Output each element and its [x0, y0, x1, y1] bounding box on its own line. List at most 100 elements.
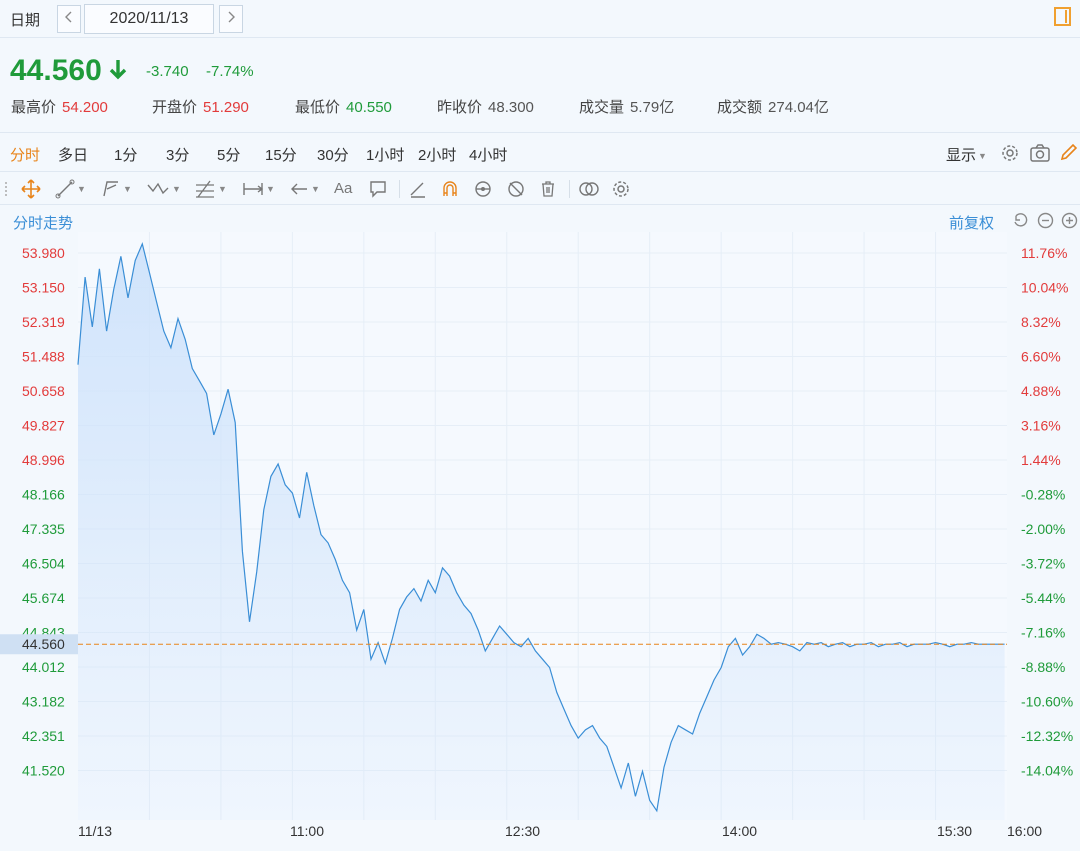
chart-title: 分时走势 — [13, 215, 74, 232]
pen-icon[interactable] — [408, 179, 428, 199]
y-tick-label-right: -10.60% — [1021, 694, 1073, 710]
y-tick-label-left: 53.150 — [22, 280, 65, 296]
price-area — [78, 243, 1005, 820]
down-arrow-icon — [108, 58, 128, 89]
next-date-button[interactable] — [219, 5, 243, 33]
drag-handle-icon[interactable] — [4, 181, 8, 197]
y-tick-label-right: -0.28% — [1021, 487, 1065, 503]
x-tick-label: 15:30 — [937, 823, 972, 839]
y-tick-label-left: 47.335 — [22, 521, 65, 537]
y-tick-label-right: -12.32% — [1021, 728, 1073, 744]
tab-intraday[interactable]: 分时 — [10, 147, 41, 164]
tab-30min[interactable]: 30分 — [317, 147, 349, 164]
y-tick-label-left: 52.319 — [22, 314, 65, 330]
zoom-out-icon[interactable] — [1037, 212, 1054, 229]
y-tick-label-left: 48.996 — [22, 452, 65, 468]
y-tick-label-left: 51.488 — [22, 349, 65, 365]
y-tick-label-right: -2.00% — [1021, 521, 1065, 537]
wave-tool-icon[interactable]: ▼ — [146, 179, 181, 199]
y-tick-label-right: 4.88% — [1021, 383, 1061, 399]
chevron-left-icon — [65, 11, 72, 23]
magnet-icon[interactable] — [440, 179, 460, 199]
y-tick-label-left: 48.166 — [22, 487, 65, 503]
y-tick-label-left: 46.504 — [22, 556, 65, 572]
y-tick-label-right: 10.04% — [1021, 280, 1068, 296]
y-tick-label-right: 6.60% — [1021, 349, 1061, 365]
y-tick-label-left: 45.674 — [22, 590, 65, 606]
price-change: -3.740 — [146, 63, 189, 80]
y-tick-label-right: -7.16% — [1021, 625, 1065, 641]
tab-1h[interactable]: 1小时 — [366, 147, 405, 164]
y-tick-label-right: -5.44% — [1021, 590, 1065, 606]
y-tick-label-right: 1.44% — [1021, 452, 1061, 468]
price-line — [77, 242, 1005, 813]
zoom-in-icon[interactable] — [1061, 212, 1078, 229]
date-label: 日期 — [10, 12, 41, 29]
stat-volume: 成交量 5.79亿 — [579, 99, 675, 116]
x-tick-label: 14:00 — [722, 823, 757, 839]
y-tick-label-left: 49.827 — [22, 418, 65, 434]
arrow-tool-icon[interactable]: ▼ — [289, 179, 320, 199]
x-tick-label: 16:00 — [1007, 823, 1042, 839]
settings-icon[interactable] — [1000, 143, 1020, 163]
line-tool-icon[interactable]: ▼ — [55, 179, 86, 199]
text-tool-icon[interactable]: Aa — [334, 180, 353, 197]
drawing-toolbar: ▼ ▼ ▼ ▼ ▼ ▼ Aa — [0, 173, 1080, 205]
link-icon[interactable] — [577, 179, 601, 199]
pencil-icon[interactable] — [1059, 142, 1079, 162]
tab-3min[interactable]: 3分 — [166, 147, 190, 164]
quote-stats: 最高价 54.200 开盘价 51.290 最低价 40.550 昨收价 48.300 … — [0, 96, 1080, 120]
tab-multiday[interactable]: 多日 — [58, 147, 89, 164]
tab-5min[interactable]: 5分 — [217, 147, 241, 164]
eye-icon[interactable] — [472, 179, 494, 199]
current-price-box — [0, 634, 78, 655]
channel-tool-icon[interactable]: ▼ — [101, 179, 132, 199]
stat-low: 最低价 40.550 — [295, 99, 392, 116]
y-tick-label-left: 53.980 — [22, 245, 65, 261]
trash-icon[interactable] — [538, 179, 558, 199]
y-tick-label-left: 43.182 — [22, 694, 65, 710]
measure-tool-icon[interactable]: ▼ — [242, 179, 275, 199]
y-tick-label-left: 50.658 — [22, 383, 65, 399]
y-tick-label-left: 41.520 — [22, 763, 65, 779]
y-tick-label-right: 3.16% — [1021, 418, 1061, 434]
x-tick-label: 12:30 — [505, 823, 540, 839]
stat-prev-close: 昨收价 48.300 — [437, 99, 534, 116]
x-tick-label: 11/13 — [78, 823, 112, 839]
chevron-right-icon — [228, 11, 235, 23]
x-tick-label: 11:00 — [290, 823, 324, 839]
stat-open: 开盘价 51.290 — [152, 99, 249, 116]
fib-tool-icon[interactable]: ▼ — [194, 179, 227, 199]
date-input[interactable]: 2020/11/13 — [84, 4, 214, 34]
tab-15min[interactable]: 15分 — [265, 147, 297, 164]
current-price: 44.560 — [10, 54, 102, 87]
period-tabs: 分时 多日 1分 3分 5分 15分 30分 1小时 2小时 4小时 显示 ▼ — [0, 132, 1080, 172]
y-tick-label-right: 11.76% — [1021, 245, 1067, 261]
display-dropdown[interactable]: 显示 ▼ — [946, 147, 987, 164]
tab-2h[interactable]: 2小时 — [418, 147, 457, 164]
y-tick-label-left: 44.012 — [22, 659, 65, 675]
date-bar: 日期 2020/11/13 — [0, 0, 1080, 38]
tab-4h[interactable]: 4小时 — [469, 147, 508, 164]
y-tick-label-left: 42.351 — [22, 728, 65, 744]
move-icon[interactable] — [21, 179, 41, 199]
prev-date-button[interactable] — [57, 5, 81, 33]
adjust-mode-button[interactable]: 前复权 — [949, 215, 995, 232]
y-tick-label-right: -8.88% — [1021, 659, 1065, 675]
panel-toggle-icon[interactable] — [1054, 7, 1071, 26]
camera-icon[interactable] — [1029, 143, 1051, 163]
stat-turnover: 成交额 274.04亿 — [717, 99, 829, 116]
comment-tool-icon[interactable] — [368, 179, 388, 199]
y-tick-label-right: -3.72% — [1021, 556, 1065, 572]
chevron-down-icon: ▼ — [978, 151, 987, 162]
stat-high: 最高价 54.200 — [11, 99, 108, 116]
current-price-label: 44.560 — [22, 636, 65, 652]
price-change-pct: -7.74% — [206, 63, 254, 80]
y-tick-label-right: 8.32% — [1021, 314, 1061, 330]
hide-icon[interactable] — [505, 179, 527, 199]
y-tick-label-right: -14.04% — [1021, 763, 1073, 779]
settings-icon[interactable] — [611, 179, 631, 199]
reset-icon[interactable] — [1012, 212, 1029, 229]
tab-1min[interactable]: 1分 — [114, 147, 138, 164]
